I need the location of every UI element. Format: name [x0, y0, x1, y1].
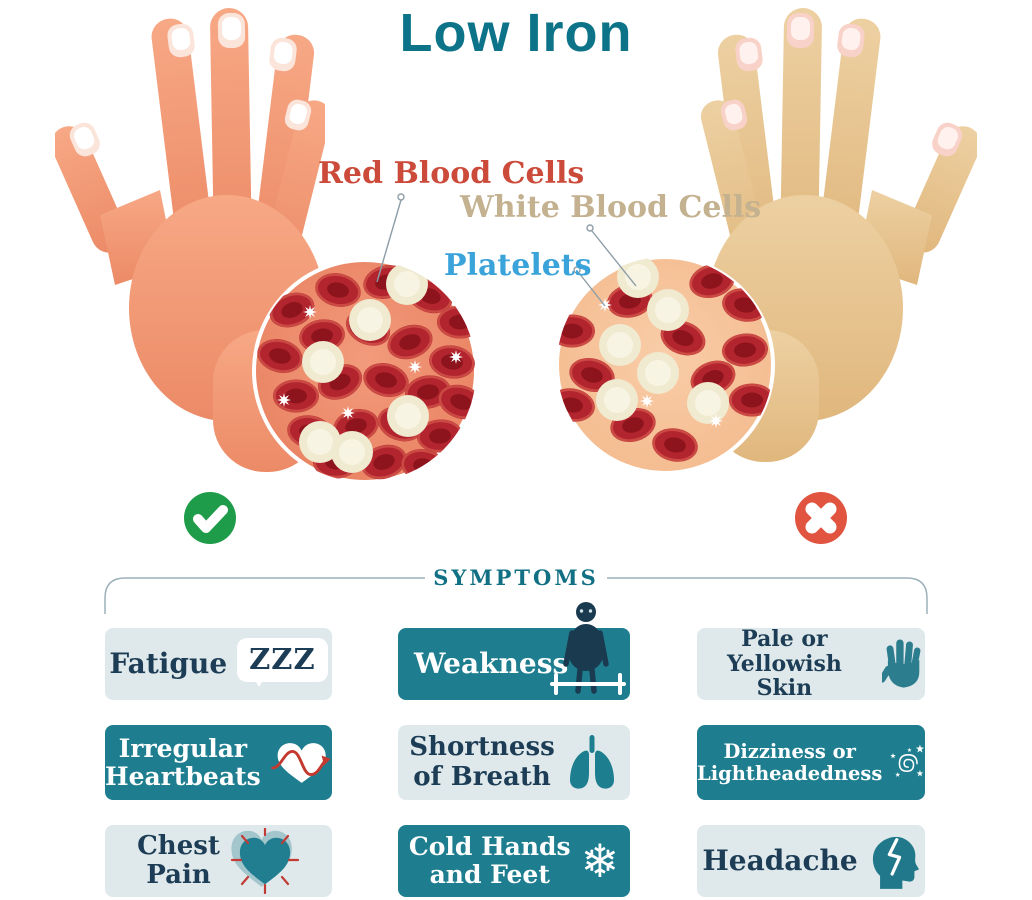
symptom-label: Irregular Heartbeats [105, 733, 261, 791]
symptom-label: Cold Hands and Feet [408, 832, 571, 889]
low-iron-cross-icon [795, 492, 847, 544]
symptom-label: Headache [702, 844, 858, 878]
symptoms-section-title: SYMPTOMS [433, 565, 599, 590]
healthy-check-icon [184, 492, 236, 544]
symptom-card-cold-hands-feet: Cold Hands and Feet ❄ [398, 825, 630, 897]
platelets-label: Platelets [444, 248, 592, 283]
fingernails [69, 12, 312, 157]
symptom-label: Weakness [414, 647, 569, 681]
symptoms-bracket-line [104, 577, 928, 614]
fingernails [720, 12, 963, 157]
snowflake-icon: ❄ [580, 834, 620, 888]
symptom-card-irregular-heartbeats: Irregular Heartbeats [105, 725, 332, 800]
lungs-icon [569, 734, 614, 789]
red-blood-cells-label: Red Blood Cells [318, 156, 585, 191]
hand-icon [881, 639, 921, 688]
heart-with-wave-arrow-icon [270, 742, 331, 783]
weak-person-barbell-icon [550, 602, 626, 695]
symptom-label: Shortness of Breath [409, 732, 555, 792]
symptom-card-pale-skin: Pale or Yellowish Skin [697, 626, 925, 702]
symptom-label: Fatigue [109, 647, 228, 681]
spiral-with-stars-icon [890, 744, 925, 777]
healthy-blood-circle [252, 258, 478, 484]
symptom-card-dizziness: Dizziness or Lightheadedness [697, 725, 925, 800]
page-title: Low Iron [399, 3, 633, 63]
heart-pain-spokes-icon [230, 828, 299, 894]
white-blood-cells-label: White Blood Cells [460, 190, 762, 225]
symptom-card-headache: Headache [697, 825, 925, 897]
symptom-card-weakness: Weakness [398, 602, 630, 700]
symptom-card-fatigue: Fatigue ZZZ [105, 628, 332, 700]
symptom-label: Dizziness or Lightheadedness [697, 739, 883, 785]
symptom-card-shortness-of-breath: Shortness of Breath [398, 725, 630, 800]
low-iron-blood-circle [555, 255, 775, 475]
head-profile-bolt-icon [872, 836, 919, 889]
symptom-label: Pale or Yellowish Skin [726, 626, 842, 702]
zzz-speech-bubble-icon: ZZZ [237, 638, 328, 687]
symptom-label: Chest Pain [137, 830, 220, 890]
symptom-card-chest-pain: Chest Pain [105, 825, 332, 897]
